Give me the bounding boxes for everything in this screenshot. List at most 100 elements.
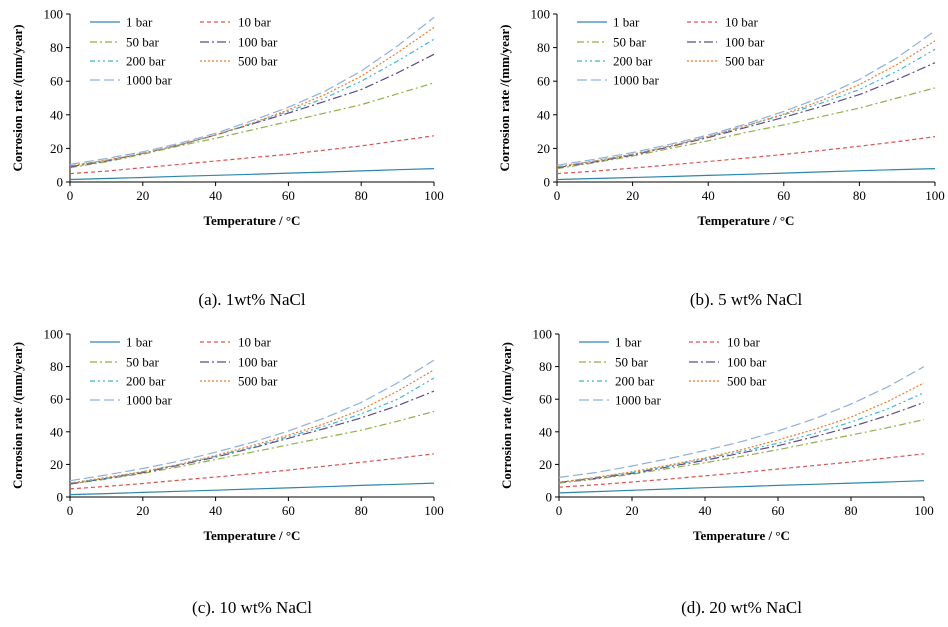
legend-label: 50 bar (615, 355, 649, 370)
legend-label: 10 bar (725, 15, 759, 30)
legend-label: 100 bar (727, 355, 767, 370)
y-tick-label: 80 (50, 359, 63, 374)
y-axis-label: Corrosion rate /(mm/year) (499, 342, 514, 489)
chart-panel-c: 0 20 40 60 80 100 0 20 40 60 80 100 Temperature / °C… (10, 327, 444, 544)
legend-label: 1 bar (615, 335, 642, 350)
legend-label: 1 bar (613, 15, 640, 30)
y-tick-label: 0 (57, 175, 64, 190)
y-tick-label: 100 (44, 327, 64, 342)
series-line-500-bar (556, 40, 936, 168)
y-tick-label: 0 (57, 490, 64, 505)
chart-panel-d: 0 20 40 60 80 100 0 20 40 60 80 100 Temperature / °C… (499, 327, 934, 544)
y-tick-label: 100 (531, 7, 551, 22)
x-tick-label: 0 (556, 503, 563, 518)
series-line-10-bar (556, 136, 936, 175)
series-line-500-bar (69, 26, 435, 167)
legend-label: 100 bar (238, 35, 278, 50)
caption-b: (b). 5 wt% NaCl (689, 290, 803, 309)
y-tick-label: 60 (537, 74, 550, 89)
y-tick-label: 20 (537, 141, 550, 156)
y-tick-label: 80 (537, 40, 550, 55)
x-tick-label: 20 (626, 503, 639, 518)
x-tick-label: 40 (209, 503, 222, 518)
chart-panel-a: 0 20 40 60 80 100 0 20 40 60 80 100 Temperature / °C… (10, 7, 444, 229)
x-tick-label: 20 (136, 188, 149, 203)
legend-label: 1000 bar (613, 73, 660, 88)
series-line-200-bar (69, 377, 435, 484)
legend-label: 50 bar (126, 35, 160, 50)
y-axis-label: Corrosion rate /(mm/year) (10, 24, 25, 171)
series-line-10-bar (558, 453, 925, 488)
x-tick-label: 20 (136, 503, 149, 518)
x-tick-label: 60 (777, 188, 790, 203)
series-line-500-bar (558, 382, 925, 483)
x-axis-label: Temperature / °C (204, 213, 301, 228)
y-tick-label: 100 (533, 327, 553, 342)
series-line-10-bar (69, 135, 435, 175)
legend-label: 500 bar (725, 54, 765, 69)
legend-label: 1 bar (126, 335, 153, 350)
series-line-100-bar (69, 390, 435, 485)
caption-c: (c). 10 wt% NaCl (192, 598, 312, 617)
x-tick-label: 40 (209, 188, 222, 203)
y-tick-label: 60 (50, 392, 63, 407)
x-tick-label: 60 (282, 503, 295, 518)
x-tick-label: 100 (925, 188, 945, 203)
series-line-1000-bar (69, 359, 435, 482)
y-tick-label: 0 (544, 175, 551, 190)
legend-label: 500 bar (238, 54, 278, 69)
x-tick-label: 20 (626, 188, 639, 203)
y-tick-label: 80 (50, 40, 63, 55)
x-tick-label: 0 (554, 188, 561, 203)
series-line-100-bar (558, 401, 925, 483)
y-tick-label: 40 (539, 424, 552, 439)
legend-label: 1 bar (126, 15, 153, 30)
legend-label: 200 bar (126, 54, 166, 69)
series-line-1-bar (556, 168, 936, 181)
legend-label: 1000 bar (126, 393, 173, 408)
legend-label: 50 bar (126, 355, 160, 370)
y-tick-label: 20 (50, 457, 63, 472)
y-tick-label: 100 (44, 7, 64, 22)
series-line-1-bar (69, 482, 435, 496)
legend-label: 1000 bar (615, 393, 662, 408)
legend-label: 200 bar (126, 374, 166, 389)
y-tick-label: 40 (537, 107, 550, 122)
series-line-50-bar (556, 87, 936, 170)
series-line-1-bar (69, 168, 435, 181)
x-tick-label: 100 (914, 503, 934, 518)
series-line-100-bar (69, 53, 435, 168)
x-tick-label: 100 (424, 188, 444, 203)
y-tick-label: 20 (50, 141, 63, 156)
x-tick-label: 80 (355, 188, 368, 203)
series-line-1000-bar (69, 16, 435, 165)
y-tick-label: 0 (546, 490, 553, 505)
legend-label: 1000 bar (126, 73, 173, 88)
y-tick-label: 80 (539, 359, 552, 374)
legend-label: 200 bar (615, 374, 655, 389)
series-line-1-bar (558, 480, 925, 494)
x-tick-label: 0 (67, 503, 74, 518)
y-axis-label: Corrosion rate /(mm/year) (497, 24, 512, 171)
x-tick-label: 60 (772, 503, 785, 518)
series-line-500-bar (69, 369, 435, 484)
x-axis-label: Temperature / °C (204, 528, 301, 543)
caption-d: (d). 20 wt% NaCl (681, 598, 802, 617)
y-tick-label: 20 (539, 457, 552, 472)
series-line-50-bar (69, 410, 435, 485)
chart-panel-b: 0 20 40 60 80 100 0 20 40 60 80 100 Temperature / °C… (497, 7, 945, 229)
legend-label: 500 bar (238, 374, 278, 389)
x-tick-label: 80 (853, 188, 866, 203)
y-axis-label: Corrosion rate /(mm/year) (10, 342, 25, 489)
x-tick-label: 100 (424, 503, 444, 518)
legend-label: 500 bar (727, 374, 767, 389)
x-tick-label: 60 (282, 188, 295, 203)
series-line-100-bar (556, 62, 936, 169)
legend-label: 10 bar (727, 335, 761, 350)
x-axis-label: Temperature / °C (698, 213, 795, 228)
series-line-50-bar (558, 419, 925, 484)
legend-label: 10 bar (238, 15, 272, 30)
legend-label: 100 bar (238, 355, 278, 370)
